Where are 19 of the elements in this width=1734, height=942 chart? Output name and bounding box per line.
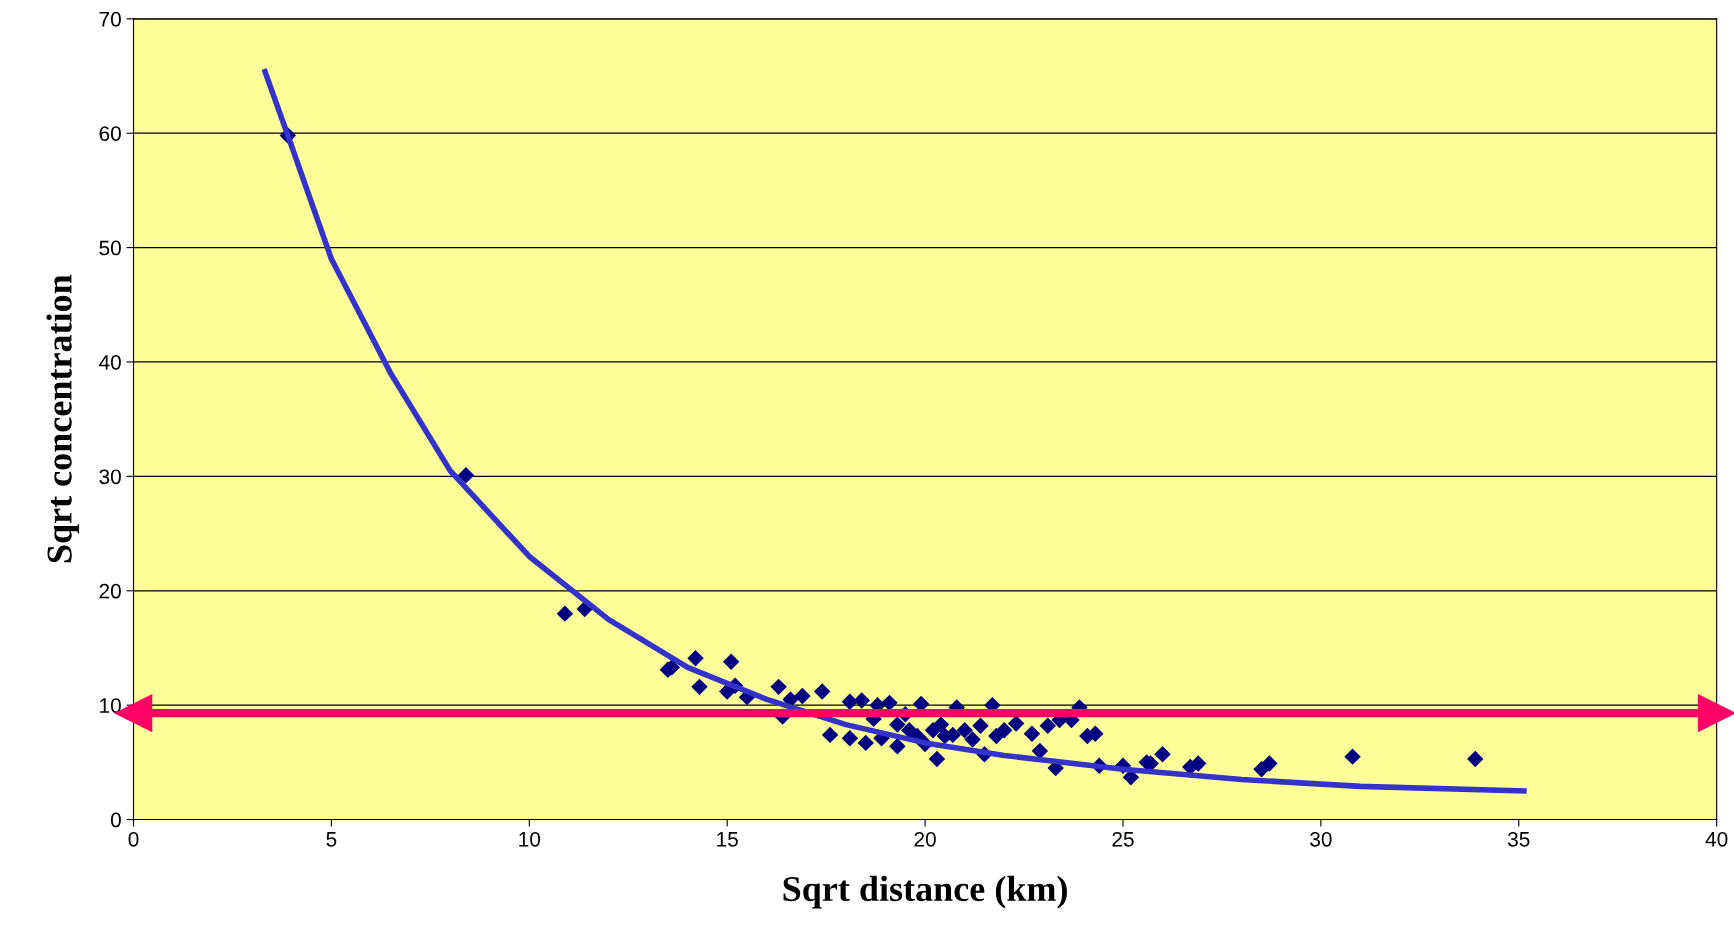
y-tick-label: 50 — [99, 240, 121, 256]
y-tick-label: 0 — [110, 812, 121, 828]
x-tick-label: 25 — [1112, 831, 1134, 847]
x-tick-label: 40 — [1705, 831, 1728, 847]
y-tick-label: 20 — [99, 583, 121, 599]
x-tick-label: 15 — [717, 832, 738, 847]
x-tick-label: 0 — [128, 831, 139, 847]
y-tick-label: 40 — [99, 355, 121, 370]
x-tick-label: 10 — [519, 831, 541, 847]
x-axis-title: Sqrt distance (km) — [783, 875, 1067, 909]
y-tick-label: 70 — [99, 11, 121, 27]
x-tick-label: 30 — [1310, 831, 1332, 847]
x-tick-label: 35 — [1507, 831, 1530, 847]
y-tick-label: 60 — [99, 126, 121, 141]
y-tick-label: 30 — [99, 469, 121, 485]
x-tick-label: 20 — [914, 831, 936, 847]
x-tick-label: 5 — [326, 832, 337, 847]
y-axis-title: Sqrt concentration — [46, 274, 80, 563]
y-tick-label: 10 — [100, 698, 121, 713]
